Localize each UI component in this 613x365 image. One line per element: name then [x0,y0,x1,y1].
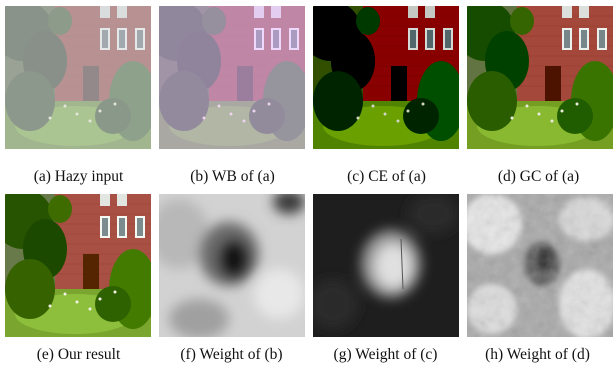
caption-d: (d) GC of (a) [497,168,580,185]
panel-c-ce-image [313,6,459,149]
panel-d-gc-image [467,6,613,149]
caption-e: (e) Our result [36,346,121,363]
caption-h: (h) Weight of (d) [485,346,590,363]
panel-f-weight-map-image [159,194,305,337]
caption-a: (a) Hazy input [33,168,124,185]
caption-b: (b) WB of (a) [190,168,275,185]
panel-g-weight-map-image [313,194,459,337]
panel-b-wb-image [159,6,305,149]
caption-c: (c) CE of (a) [347,168,426,185]
caption-f: (f) Weight of (b) [180,346,283,363]
panel-a-hazy-input-image [5,6,151,149]
panel-e-our-result-image [5,194,151,337]
panel-h-weight-map-image [467,194,613,337]
caption-g: (g) Weight of (c) [333,346,438,363]
